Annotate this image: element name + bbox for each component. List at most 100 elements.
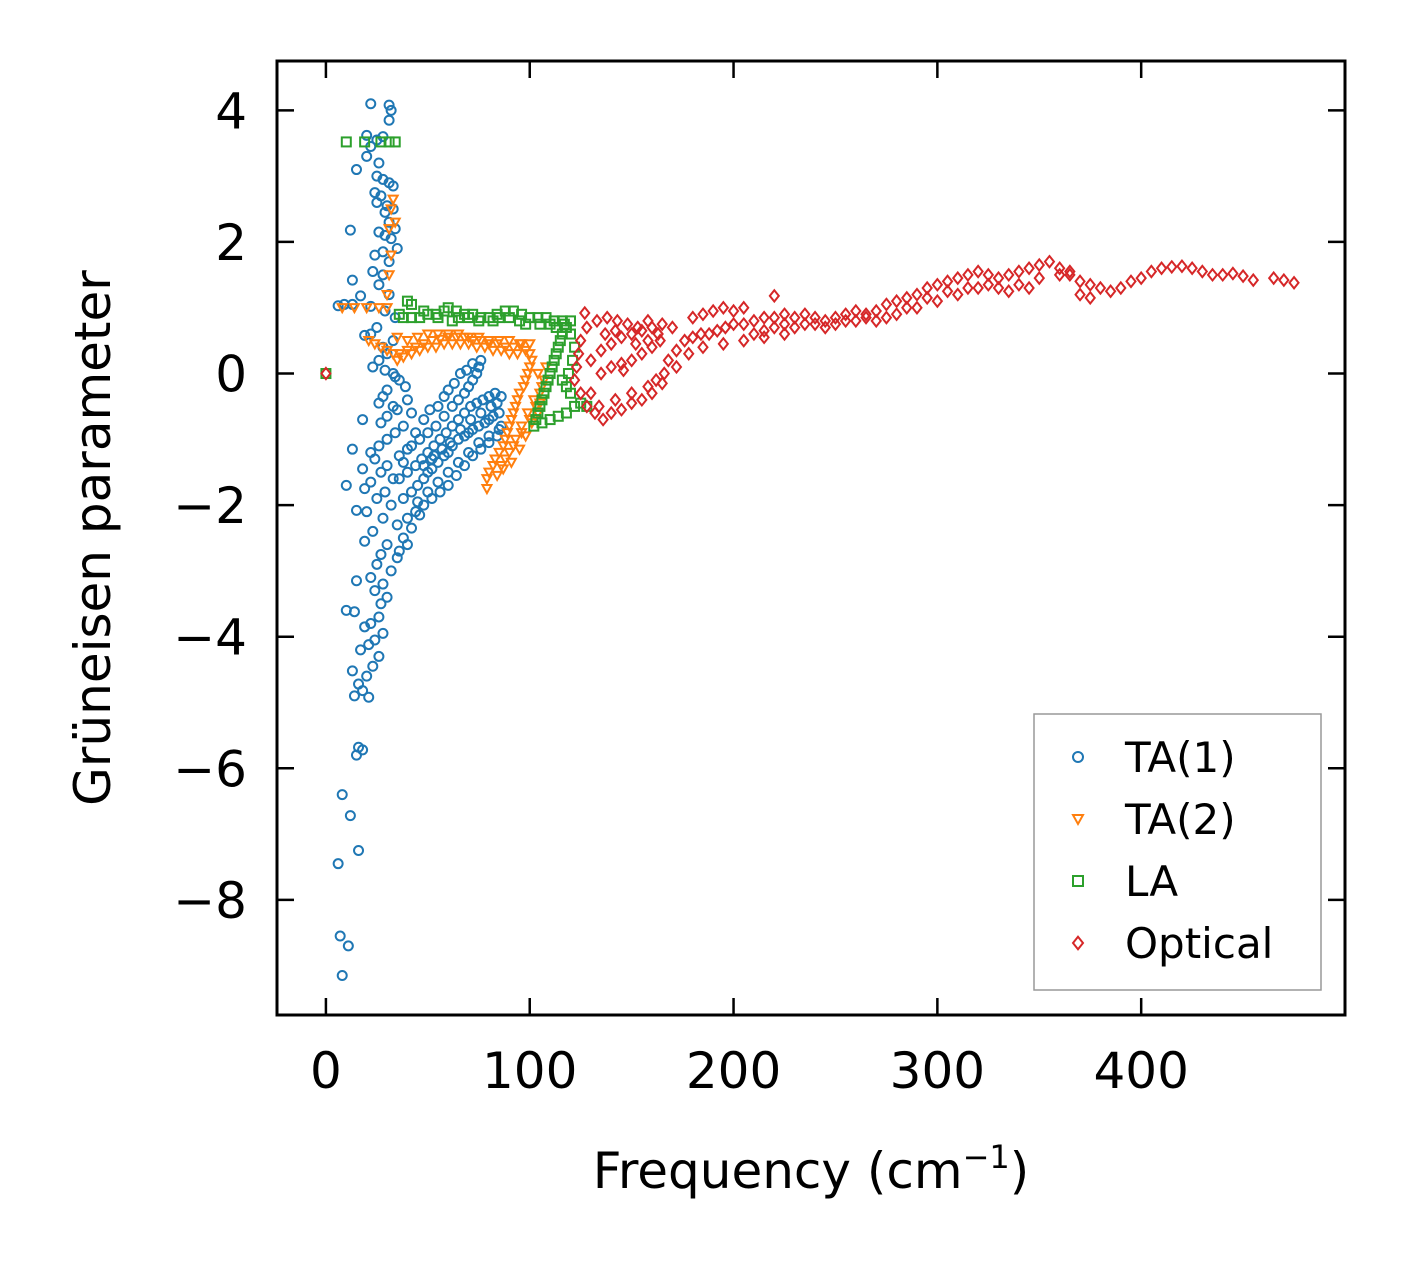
data-point-la — [550, 321, 562, 333]
data-point-ta-1 — [397, 420, 409, 432]
data-point-ta-2 — [405, 349, 418, 361]
data-point-optical — [768, 320, 781, 335]
data-point-optical — [1206, 267, 1219, 283]
data-point-optical — [829, 316, 842, 332]
data-point-ta-1 — [365, 476, 377, 488]
data-point-optical — [707, 303, 719, 319]
plot-points — [320, 98, 1300, 982]
data-point-ta-1 — [385, 104, 397, 116]
data-point-ta-1 — [475, 443, 487, 455]
data-point-optical — [636, 346, 648, 362]
data-point-optical — [656, 316, 668, 332]
data-point-ta-1 — [495, 420, 507, 432]
data-point-optical — [1053, 267, 1066, 283]
data-point-ta-1 — [350, 504, 362, 516]
data-point-ta-2 — [503, 421, 516, 433]
data-point-ta-2 — [527, 395, 541, 407]
data-point-la — [514, 315, 526, 327]
data-point-ta-1 — [471, 368, 483, 380]
data-point-ta-1 — [459, 407, 471, 419]
data-point-ta-2 — [470, 342, 483, 354]
data-point-ta-1 — [444, 437, 456, 449]
data-point-ta-2 — [513, 444, 526, 456]
data-point-optical — [617, 363, 630, 378]
x-tick-label: 0 — [310, 1042, 342, 1100]
data-point-optical — [1084, 290, 1097, 306]
data-point-ta-1 — [357, 744, 369, 756]
data-point-ta-2 — [380, 289, 394, 302]
data-point-ta-2 — [503, 447, 516, 460]
data-point-optical — [581, 320, 593, 335]
data-point-la — [569, 400, 581, 412]
data-point-optical — [870, 313, 883, 329]
data-point-ta-1 — [365, 571, 377, 583]
data-point-ta-1 — [355, 290, 367, 302]
data-point-optical — [727, 316, 740, 332]
data-point-ta-1 — [391, 243, 403, 255]
data-point-optical — [595, 366, 607, 381]
data-point-ta-1 — [371, 196, 383, 208]
data-point-ta-2 — [386, 194, 400, 206]
data-point-optical — [1135, 270, 1147, 286]
data-point-ta-2 — [480, 484, 494, 496]
data-point-ta-1 — [355, 644, 367, 656]
data-point-ta-2 — [462, 332, 475, 344]
data-point-ta-1 — [357, 414, 369, 426]
data-point-la — [550, 348, 562, 360]
data-point-ta-1 — [344, 810, 356, 822]
data-point-ta-2 — [499, 434, 512, 446]
data-point-optical — [972, 280, 984, 296]
data-point-optical — [652, 326, 664, 342]
data-point-la — [534, 400, 546, 412]
data-point-ta-2 — [492, 336, 506, 348]
data-point-optical — [1288, 275, 1300, 290]
data-point-ta-2 — [509, 401, 522, 413]
data-point-la — [548, 354, 560, 366]
data-point-ta-1 — [381, 460, 393, 472]
data-point-ta-2 — [480, 474, 494, 486]
legend-label: LA — [1125, 857, 1178, 906]
data-point-la — [446, 315, 458, 327]
data-point-optical — [860, 307, 872, 322]
data-point-optical — [711, 323, 724, 338]
data-point-optical — [829, 310, 842, 325]
data-point-ta-1 — [348, 690, 360, 702]
data-point-ta-1 — [348, 606, 360, 618]
data-point-ta-1 — [406, 407, 418, 419]
data-point-la — [542, 374, 554, 386]
data-point-ta-1 — [350, 575, 362, 587]
data-point-ta-2 — [511, 395, 524, 407]
data-point-la — [554, 335, 566, 347]
data-point-optical — [1196, 264, 1209, 279]
data-point-ta-1 — [385, 233, 397, 245]
data-point-optical — [609, 392, 622, 408]
data-point-ta-2 — [525, 355, 538, 367]
data-point-ta-1 — [336, 970, 348, 982]
data-point-optical — [778, 326, 791, 342]
y-tick-label: −4 — [173, 609, 247, 667]
data-point-optical — [687, 330, 699, 345]
data-point-ta-1 — [434, 486, 446, 498]
data-point-ta-2 — [492, 447, 506, 460]
data-point-optical — [574, 333, 587, 348]
data-point-ta-2 — [384, 250, 398, 262]
data-point-ta-1 — [430, 420, 442, 432]
data-point-ta-1 — [442, 479, 454, 491]
data-point-optical — [768, 288, 781, 304]
data-point-ta-1 — [393, 473, 405, 485]
data-point-ta-2 — [490, 470, 504, 483]
data-point-optical — [1053, 261, 1066, 276]
y-tick-label: −6 — [173, 740, 247, 798]
data-point-optical — [890, 307, 903, 322]
legend: TA(1) TA(2) LA Optical — [1033, 713, 1322, 991]
data-point-ta-1 — [401, 539, 413, 551]
data-point-optical — [809, 316, 821, 332]
data-point-optical — [982, 277, 995, 292]
data-point-ta-2 — [380, 303, 394, 315]
data-point-ta-2 — [360, 303, 373, 315]
data-point-optical — [609, 323, 622, 338]
data-point-ta-1 — [381, 433, 393, 445]
data-point-ta-1 — [393, 545, 405, 557]
data-point-optical — [697, 339, 709, 355]
data-point-la — [418, 305, 430, 317]
